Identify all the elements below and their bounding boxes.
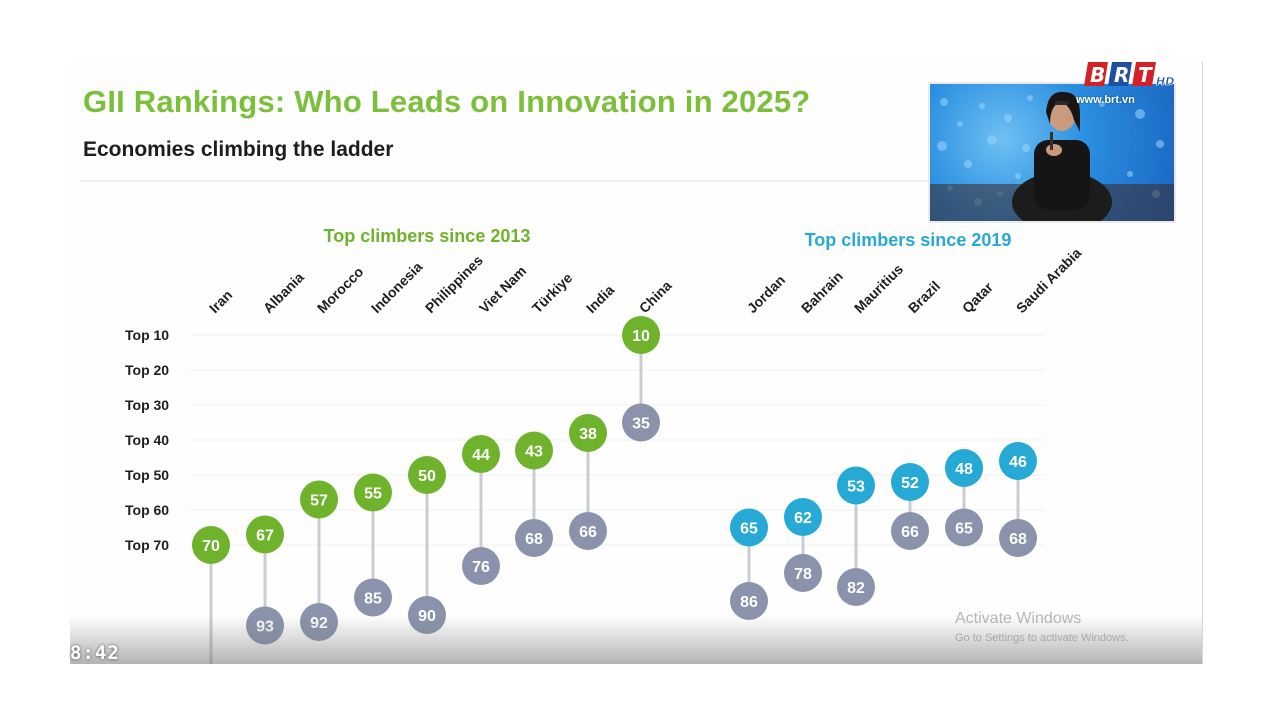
current-rank-dot — [945, 449, 983, 487]
slide-subtitle: Economies climbing the ladder — [83, 138, 394, 161]
dumbbell-chart: Top 10 Top 20 Top 30 Top 40 Top 50 Top 60 Top … — [125, 226, 1085, 664]
country-label: China — [636, 277, 675, 316]
current-rank-label: 55 — [364, 486, 382, 503]
previous-rank-dot — [945, 508, 983, 547]
y-tick-label: Top 10 — [125, 327, 169, 343]
previous-rank-label: 68 — [525, 531, 543, 548]
watermark-line2: Go to Settings to activate Windows. — [955, 632, 1129, 644]
current-rank-label: 62 — [794, 510, 812, 527]
current-rank-dot — [246, 515, 284, 554]
watermark-line1: Activate Windows — [955, 610, 1082, 627]
previous-rank-label: 82 — [847, 580, 865, 597]
previous-rank-dot — [784, 554, 822, 592]
brt-logo-mark: B R T HD — [1084, 62, 1175, 88]
current-rank-dot — [622, 316, 660, 354]
current-rank-label: 10 — [632, 328, 650, 345]
speaker-video-inset — [928, 82, 1176, 223]
logo-website: www.brt.vn — [1076, 94, 1135, 106]
previous-rank-dot — [354, 578, 392, 617]
country-label: Türkiye — [529, 269, 576, 316]
previous-rank-dot — [569, 512, 607, 550]
current-rank-dot — [515, 431, 553, 470]
current-rank-dot — [730, 508, 768, 547]
y-tick-label: Top 30 — [125, 397, 169, 413]
previous-rank-dot — [622, 403, 660, 442]
country-label: Jordan — [744, 272, 788, 316]
title-divider — [80, 180, 930, 182]
current-rank-dot — [300, 480, 338, 519]
y-tick-label: Top 70 — [125, 537, 169, 553]
country-label: Mauritius — [851, 261, 906, 316]
previous-rank-label: 90 — [418, 608, 436, 625]
previous-rank-dot — [462, 547, 500, 585]
y-tick-label: Top 60 — [125, 502, 169, 518]
previous-rank-dot — [891, 512, 929, 550]
slide-title: GII Rankings: Who Leads on Innovation in… — [83, 84, 811, 119]
current-rank-label: 52 — [901, 475, 919, 492]
previous-rank-label: 66 — [901, 524, 919, 541]
current-rank-dot — [569, 414, 607, 452]
previous-rank-label: 76 — [472, 559, 490, 576]
y-tick-label: Top 50 — [125, 467, 169, 483]
current-rank-dot — [837, 466, 875, 505]
current-rank-label: 57 — [310, 493, 328, 510]
country-label: Bahrain — [798, 268, 846, 316]
current-rank-dot — [999, 442, 1037, 480]
current-rank-dot — [784, 498, 822, 536]
current-rank-label: 46 — [1009, 454, 1027, 471]
current-rank-label: 65 — [740, 521, 758, 538]
country-label: Morocco — [314, 264, 367, 317]
group-title: Top climbers since 2013 — [324, 226, 531, 246]
previous-rank-label: 35 — [632, 416, 650, 433]
current-rank-label: 44 — [472, 447, 490, 464]
previous-rank-dot — [999, 519, 1037, 557]
country-label: Indonesia — [368, 258, 426, 316]
previous-rank-label: 86 — [740, 594, 758, 611]
activate-windows-watermark: Activate Windows Go to Settings to activ… — [955, 610, 1129, 644]
logo-letter-r: R — [1114, 63, 1129, 87]
previous-rank-dot — [730, 582, 768, 620]
previous-rank-label: 85 — [364, 591, 382, 608]
country-label: Iran — [206, 287, 235, 316]
logo-hd-badge: HD — [1156, 75, 1174, 88]
current-rank-label: 48 — [955, 461, 973, 478]
country-label: India — [583, 282, 618, 317]
previous-rank-dot — [837, 568, 875, 606]
previous-rank-label: 65 — [955, 521, 973, 538]
country-label: Saudi Arabia — [1013, 245, 1085, 317]
logo-letter-b: B — [1090, 63, 1105, 87]
group-title: Top climbers since 2019 — [805, 230, 1012, 250]
y-tick-label: Top 40 — [125, 432, 169, 448]
logo-letter-t: T — [1138, 63, 1153, 87]
country-label: Brazil — [905, 278, 943, 316]
previous-rank-label: 93 — [256, 619, 274, 636]
current-rank-dot — [462, 435, 500, 473]
current-rank-dot — [408, 456, 446, 494]
current-rank-label: 70 — [202, 538, 220, 555]
country-label: Viet Nam — [476, 263, 530, 317]
country-label: Albania — [260, 269, 307, 316]
brt-hd-logo: B R T HD — [1082, 58, 1182, 98]
video-timestamp: 8:42 — [70, 642, 120, 664]
current-rank-dot — [192, 526, 230, 564]
current-rank-label: 38 — [579, 426, 597, 443]
country-label: Qatar — [959, 279, 997, 317]
current-rank-dot — [354, 473, 392, 512]
current-rank-dot — [891, 463, 929, 501]
y-tick-label: Top 20 — [125, 362, 169, 378]
current-rank-label: 53 — [847, 479, 865, 496]
current-rank-label: 43 — [525, 444, 543, 461]
previous-rank-label: 78 — [794, 566, 812, 583]
previous-rank-label: 92 — [310, 615, 328, 632]
previous-rank-label: 66 — [579, 524, 597, 541]
current-rank-label: 67 — [256, 528, 274, 545]
current-rank-label: 50 — [418, 468, 436, 485]
previous-rank-dot — [515, 519, 553, 557]
previous-rank-label: 68 — [1009, 531, 1027, 548]
